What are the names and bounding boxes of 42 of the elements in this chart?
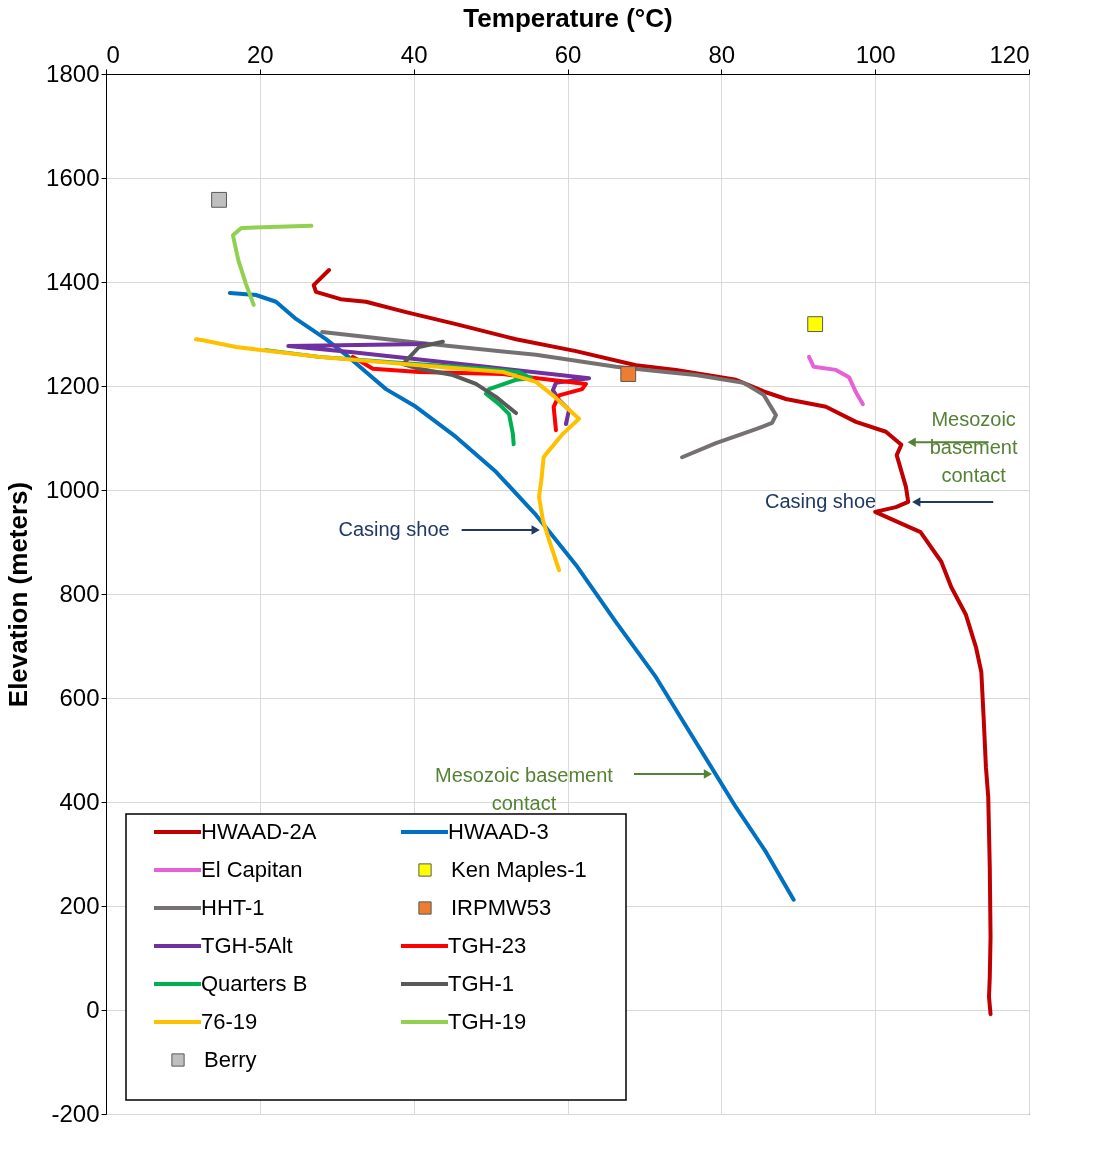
y-tick-label: 1400	[46, 267, 100, 295]
y-tick-label: 200	[59, 891, 100, 919]
y-tick-label: 1200	[46, 371, 100, 399]
annotation: Mesozoic basement contact	[929, 408, 1018, 487]
y-tick-label: 0	[86, 995, 100, 1023]
y-tick-label: 1000	[46, 475, 100, 503]
annotation: Casing shoe	[765, 489, 877, 512]
y-tick-label: 1800	[46, 59, 100, 87]
x-tick-label: 120	[989, 40, 1030, 68]
x-tick-label: 20	[246, 40, 274, 68]
x-tick-label: 80	[708, 40, 736, 68]
legend-label: TGH-23	[448, 933, 527, 958]
y-tick-label: 400	[59, 787, 100, 815]
legend-label: HWAAD-2A	[201, 819, 317, 844]
y-tick-label: 600	[59, 683, 100, 711]
y-tick-label: 1600	[46, 163, 100, 191]
x-tick-label: 60	[554, 40, 582, 68]
legend-label: TGH-1	[448, 971, 514, 996]
annotation: Casing shoe	[338, 518, 450, 541]
line-series	[230, 223, 314, 307]
y-axis-title: Elevation (meters)	[3, 481, 34, 708]
x-tick-label: 100	[855, 40, 896, 68]
legend-label: Berry	[204, 1047, 257, 1072]
legend-label: Ken Maples-1	[451, 857, 587, 882]
x-tick-label: 40	[400, 40, 428, 68]
line-series	[193, 337, 582, 573]
legend-label: IRPMW53	[451, 895, 552, 920]
legend-label: TGH-19	[448, 1009, 527, 1034]
legend-label: HHT-1	[201, 895, 265, 920]
line-series	[320, 329, 778, 460]
x-axis-title: Temperature (°C)	[463, 2, 673, 33]
legend-label: Quarters B	[201, 971, 308, 996]
legend-label: El Capitan	[201, 857, 303, 882]
y-tick-label: -200	[51, 1099, 100, 1127]
annotation: Mesozoic basement contact	[435, 763, 614, 814]
line-series	[807, 354, 865, 407]
y-tick-label: 800	[59, 579, 100, 607]
legend-label: HWAAD-3	[448, 819, 549, 844]
line-series	[400, 339, 518, 416]
x-tick-label: 0	[106, 40, 120, 68]
legend-label: TGH-5Alt	[201, 933, 293, 958]
legend-label: 76-19	[201, 1009, 258, 1034]
